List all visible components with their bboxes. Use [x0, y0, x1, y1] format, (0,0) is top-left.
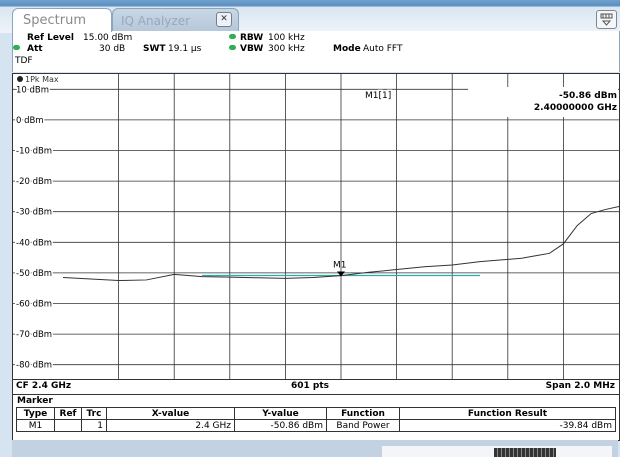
cell-x-value: 2.4 GHz — [106, 419, 235, 432]
marker-readout-box — [468, 87, 618, 117]
y-tick-label: 0 dBm — [16, 116, 44, 126]
col-x-value: X-value — [106, 407, 235, 420]
vbw-value: 300 kHz — [268, 44, 305, 54]
y-tick-label: -50 dBm — [16, 269, 52, 279]
trace-window[interactable]: 1Pk Max 10 dBm 0 dBm -10 dBm -20 dBm -30 dBm… — [12, 73, 620, 395]
tab-bar: Spectrum IQ Analyzer ✕ — [0, 0, 620, 33]
vbw-indicator — [229, 44, 238, 54]
y-tick-label: -20 dBm — [16, 177, 52, 187]
marker-table-title: Marker — [17, 396, 53, 406]
mode-value: Auto FFT — [363, 44, 403, 54]
settings-header: Ref Level 15.00 dBm Att 30 dB SWT 19.1 µ… — [12, 31, 620, 72]
y-tick-label: -40 dBm — [16, 238, 52, 248]
tab-spectrum[interactable]: Spectrum — [12, 8, 112, 32]
swt-label: SWT — [143, 44, 166, 54]
att-indicator — [13, 44, 22, 54]
tab-spectrum-label: Spectrum — [23, 13, 86, 28]
marker-m1-symbol — [337, 271, 345, 277]
spectrum-plot: 10 dBm 0 dBm -10 dBm -20 dBm -30 dBm -40 dBm -… — [13, 74, 619, 380]
progress-indicator — [494, 448, 556, 457]
y-tick-label: -10 dBm — [16, 147, 52, 157]
marker-table-header: Type Ref Trc X-value Y-value Function Fu… — [16, 407, 616, 420]
y-tick-label: -60 dBm — [16, 300, 52, 310]
marker-table: Type Ref Trc X-value Y-value Function Fu… — [16, 407, 616, 432]
cell-function-result: -39.84 dBm — [399, 419, 616, 432]
att-value: 30 dB — [99, 44, 126, 54]
marker-readout-frequency: 2.40000000 GHz — [534, 103, 617, 113]
col-y-value: Y-value — [234, 407, 327, 420]
cell-function: Band Power — [326, 419, 400, 432]
col-function-result: Function Result — [399, 407, 616, 420]
col-trc: Trc — [81, 407, 107, 420]
tab-iq-analyzer[interactable]: IQ Analyzer ✕ — [112, 8, 239, 32]
cell-trc: 1 — [81, 419, 107, 432]
center-frequency: CF 2.4 GHz — [16, 381, 72, 391]
trace-bullet-icon — [17, 76, 23, 82]
marker-readout-level: -50.86 dBm — [559, 91, 617, 101]
vbw-label: VBW — [240, 44, 264, 54]
marker-m1-label: M1 — [333, 261, 347, 271]
rbw-label: RBW — [240, 33, 264, 43]
col-function: Function — [326, 407, 400, 420]
col-type: Type — [16, 407, 55, 420]
span-value: Span 2.0 MHz — [545, 381, 615, 391]
close-icon[interactable]: ✕ — [216, 12, 232, 27]
marker-readout-name: M1[1] — [365, 91, 391, 101]
trace-label: 1Pk Max — [17, 75, 59, 84]
table-row[interactable]: M1 1 2.4 GHz -50.86 dBm Band Power -39.8… — [16, 419, 616, 432]
tab-iq-analyzer-label: IQ Analyzer — [121, 14, 191, 28]
trace-line — [62, 206, 619, 282]
preset-icon[interactable] — [596, 10, 617, 29]
status-bar: CF 2.4 GHz 601 pts Span 2.0 MHz — [13, 379, 619, 394]
cell-y-value: -50.86 dBm — [234, 419, 327, 432]
cell-type: M1 — [16, 419, 55, 432]
tdf-label: TDF — [15, 56, 33, 66]
swt-value: 19.1 µs — [168, 44, 202, 54]
footer-bar — [12, 440, 618, 457]
y-tick-label: -80 dBm — [16, 361, 52, 371]
y-tick-label: -70 dBm — [16, 330, 52, 340]
mode-label: Mode — [333, 44, 361, 54]
rbw-value: 100 kHz — [268, 33, 305, 43]
ref-level-value: 15.00 dBm — [83, 33, 133, 43]
y-tick-label: -30 dBm — [16, 208, 52, 218]
y-tick-label: 10 dBm — [16, 85, 49, 95]
marker-table-panel: Marker Type Ref Trc X-value Y-value Func… — [12, 394, 620, 441]
att-label: Att — [27, 44, 43, 54]
col-ref: Ref — [54, 407, 82, 420]
sweep-points: 601 pts — [291, 381, 330, 391]
ref-level-label: Ref Level — [27, 33, 74, 43]
cell-ref — [54, 419, 82, 432]
rbw-indicator — [229, 33, 238, 43]
